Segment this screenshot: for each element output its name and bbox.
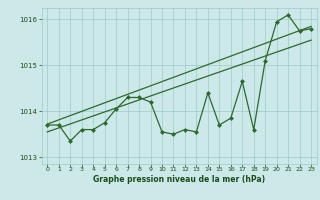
X-axis label: Graphe pression niveau de la mer (hPa): Graphe pression niveau de la mer (hPa): [93, 175, 265, 184]
